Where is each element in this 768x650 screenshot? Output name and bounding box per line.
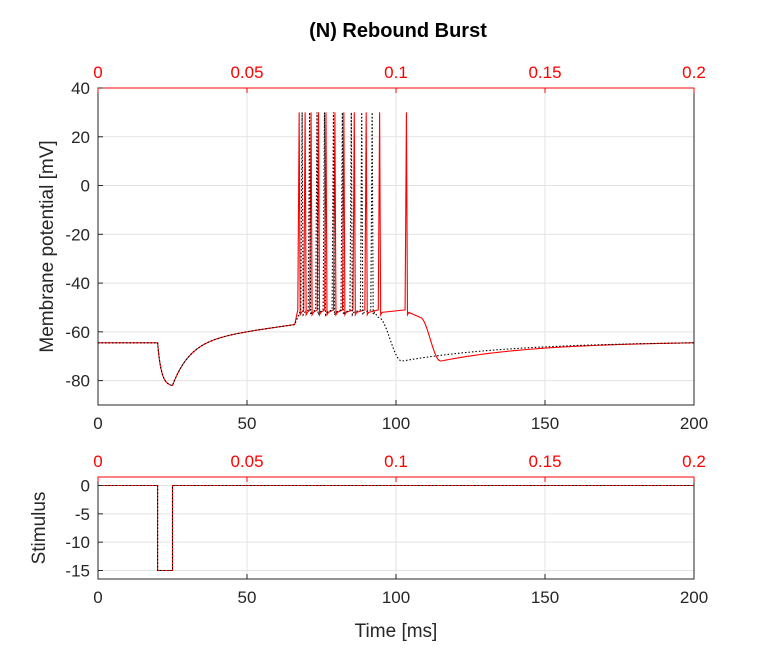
top-x-tick-label: 0 — [93, 63, 102, 82]
top-x-tick-label: 0.15 — [528, 63, 561, 82]
x-tick-label: 100 — [382, 414, 410, 433]
series-dotted-line — [98, 484, 694, 572]
top-x-tick-label: 0.2 — [682, 63, 706, 82]
x-tick-label: 200 — [680, 414, 708, 433]
top-x-tick-label: 0.05 — [230, 452, 263, 471]
x-tick-label: 50 — [238, 414, 257, 433]
top-x-tick-label: 0.2 — [682, 452, 706, 471]
x-tick-label: 0 — [93, 414, 102, 433]
x-tick-label: 0 — [93, 588, 102, 607]
top-x-tick-label: 0.1 — [384, 452, 408, 471]
y-tick-label: -80 — [65, 372, 90, 391]
top-x-tick-label: 0 — [93, 452, 102, 471]
y-tick-label: 20 — [71, 128, 90, 147]
y-tick-label: 0 — [81, 477, 90, 496]
y-tick-label: 0 — [81, 177, 90, 196]
x-tick-label: 200 — [680, 588, 708, 607]
top-x-tick-label: 0.15 — [528, 452, 561, 471]
x-axis-label: Time [ms] — [355, 621, 438, 642]
y-tick-label: -5 — [75, 505, 90, 524]
y-tick-label: -15 — [65, 562, 90, 581]
x-tick-label: 100 — [382, 588, 410, 607]
stimulus-panel: 0 50 100 150 200-15-10-500 0.05 0.1 0.15 0.2Stim… — [29, 452, 708, 642]
y-tick-label: -20 — [65, 225, 90, 244]
y-tick-label: -60 — [65, 323, 90, 342]
chart-title: (N) Rebound Burst — [309, 20, 487, 42]
top-x-tick-label: 0.1 — [384, 63, 408, 82]
x-tick-label: 50 — [238, 588, 257, 607]
y-tick-label: 40 — [71, 79, 90, 98]
y-tick-label: -40 — [65, 274, 90, 293]
y-tick-label: -10 — [65, 533, 90, 552]
y-axis-label: Stimulus — [29, 492, 50, 565]
y-axis-label: Membrane potential [mV] — [37, 140, 58, 352]
x-tick-label: 150 — [531, 588, 559, 607]
x-tick-label: 150 — [531, 414, 559, 433]
top-x-tick-label: 0.05 — [230, 63, 263, 82]
